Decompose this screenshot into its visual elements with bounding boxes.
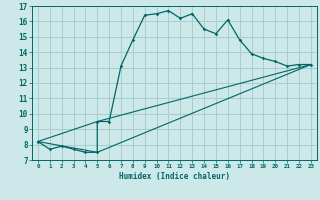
X-axis label: Humidex (Indice chaleur): Humidex (Indice chaleur): [119, 172, 230, 181]
